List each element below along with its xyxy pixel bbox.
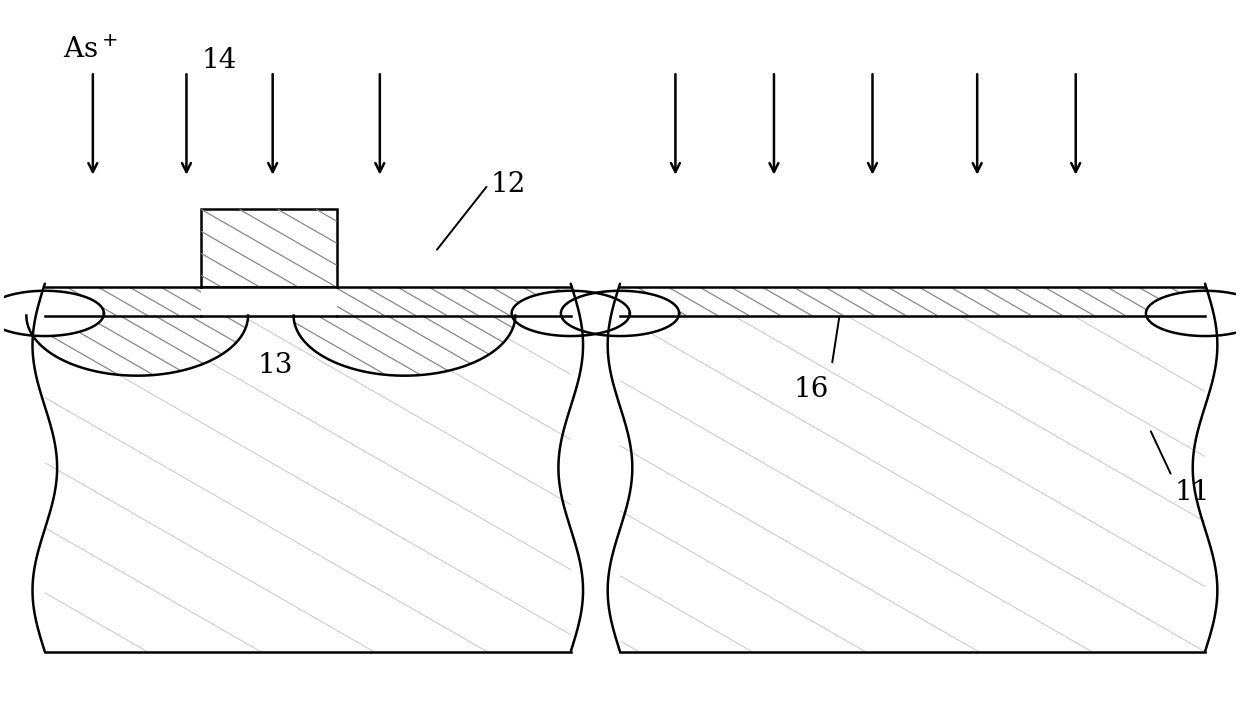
Text: 14: 14 bbox=[202, 47, 237, 74]
Polygon shape bbox=[620, 316, 1205, 652]
Text: As$^+$: As$^+$ bbox=[63, 37, 118, 64]
Polygon shape bbox=[294, 316, 516, 376]
Text: 12: 12 bbox=[491, 171, 526, 198]
Text: 11: 11 bbox=[1174, 479, 1210, 506]
Polygon shape bbox=[620, 287, 1205, 316]
Polygon shape bbox=[201, 209, 337, 287]
Polygon shape bbox=[337, 287, 570, 316]
Text: 15: 15 bbox=[134, 323, 170, 350]
Polygon shape bbox=[26, 316, 248, 376]
Text: 16: 16 bbox=[794, 377, 828, 403]
Polygon shape bbox=[45, 316, 570, 652]
Text: 13: 13 bbox=[258, 352, 293, 379]
Polygon shape bbox=[201, 287, 337, 316]
Polygon shape bbox=[0, 291, 104, 336]
Polygon shape bbox=[1146, 291, 1240, 336]
Polygon shape bbox=[512, 291, 630, 336]
Polygon shape bbox=[45, 287, 201, 316]
Polygon shape bbox=[560, 291, 680, 336]
